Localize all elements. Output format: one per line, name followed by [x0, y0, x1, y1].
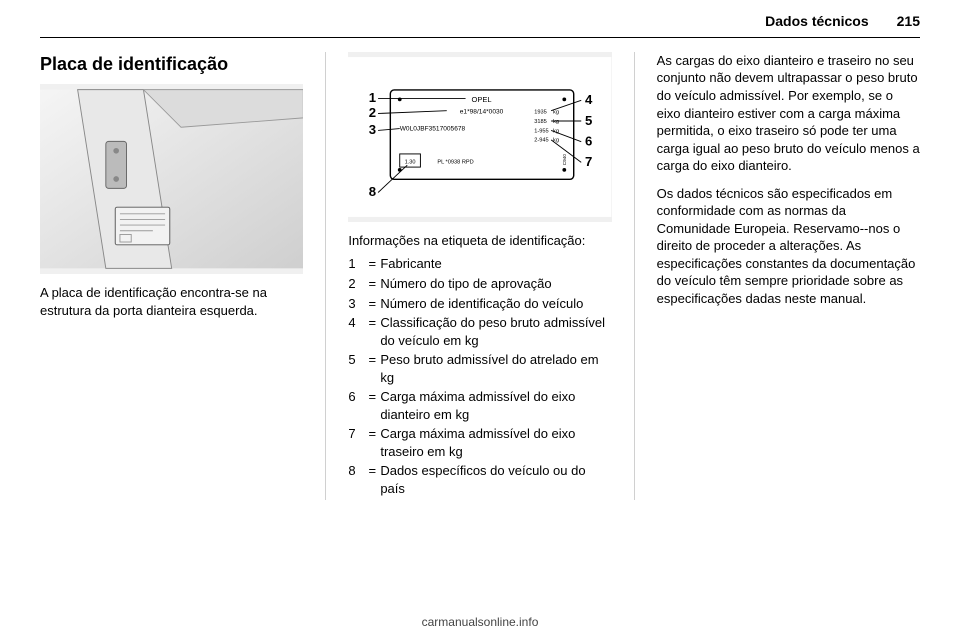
def-row: 3=Número de identificação do veículo — [348, 295, 611, 313]
equals-sign: = — [364, 425, 380, 443]
page-root: Dados técnicos 215 Placa de identificaçã… — [0, 0, 960, 642]
def-num: 1 — [348, 255, 364, 273]
def-text: Peso bruto admissível do atrelado em kg — [380, 351, 611, 386]
plate-kg4: kg — [553, 138, 559, 144]
def-num: 8 — [348, 462, 364, 480]
equals-sign: = — [364, 314, 380, 332]
plate-w4: 2-945 — [535, 138, 549, 144]
header-divider — [40, 37, 920, 38]
def-num: 4 — [348, 314, 364, 332]
def-num: 6 — [348, 388, 364, 406]
footer-watermark: carmanualsonline.info — [0, 614, 960, 630]
column-2: OPEL e1*98/14*0030 W0L0JBF3517005678 193… — [348, 52, 611, 500]
def-row: 1=Fabricante — [348, 255, 611, 273]
def-text: Dados específicos do veículo ou do país — [380, 462, 611, 497]
def-num: 2 — [348, 275, 364, 293]
def-row: 5=Peso bruto admissível do atrelado em k… — [348, 351, 611, 386]
identification-plate-diagram: OPEL e1*98/14*0030 W0L0JBF3517005678 193… — [348, 52, 611, 222]
plate-pl: PL *0938 RPD — [438, 159, 474, 165]
callout-6: 6 — [585, 133, 592, 148]
callout-7: 7 — [585, 154, 592, 169]
door-pillar-caption: A placa de identificação encontra-se na … — [40, 284, 303, 319]
equals-sign: = — [364, 255, 380, 273]
section-heading: Placa de identificação — [40, 52, 303, 76]
column-divider-1 — [325, 52, 326, 500]
def-row: 7=Carga máxima admissível do eixo trasei… — [348, 425, 611, 460]
column-1: Placa de identificação — [40, 52, 303, 500]
plate-w1: 1935 — [535, 109, 548, 115]
equals-sign: = — [364, 275, 380, 293]
page-header: Dados técnicos 215 — [40, 12, 920, 31]
def-text: Número do tipo de aprovação — [380, 275, 611, 293]
axle-load-paragraph: As cargas do eixo dianteiro e traseiro n… — [657, 52, 920, 175]
door-pillar-image — [40, 84, 303, 274]
callout-1: 1 — [369, 90, 376, 105]
column-3: As cargas do eixo dianteiro e traseiro n… — [657, 52, 920, 500]
def-num: 7 — [348, 425, 364, 443]
def-text: Carga máxima admissível do eixo traseiro… — [380, 425, 611, 460]
definitions-list: 1=Fabricante 2=Número do tipo de aprovaç… — [348, 255, 611, 497]
def-row: 4=Classificação do peso bruto admissível… — [348, 314, 611, 349]
plate-w3: 1-955 — [535, 128, 549, 134]
header-page-number: 215 — [897, 12, 920, 31]
plate-kg1: kg — [553, 109, 559, 115]
equals-sign: = — [364, 388, 380, 406]
plate-w2: 3185 — [535, 119, 548, 125]
def-num: 3 — [348, 295, 364, 313]
def-row: 8=Dados específicos do veículo ou do paí… — [348, 462, 611, 497]
equals-sign: = — [364, 351, 380, 369]
column-divider-2 — [634, 52, 635, 500]
plate-kg2: kg — [553, 119, 559, 125]
definitions-intro: Informações na etiqueta de identificação… — [348, 232, 611, 250]
callout-3: 3 — [369, 122, 376, 137]
callout-5: 5 — [585, 113, 592, 128]
def-row: 6=Carga máxima admissível do eixo diante… — [348, 388, 611, 423]
plate-vin: W0L0JBF3517005678 — [400, 125, 466, 132]
def-row: 2=Número do tipo de aprovação — [348, 275, 611, 293]
plate-stamp: 1.30 — [405, 159, 416, 165]
def-num: 5 — [348, 351, 364, 369]
callout-2: 2 — [369, 105, 376, 120]
columns: Placa de identificação — [40, 52, 920, 500]
def-text: Fabricante — [380, 255, 611, 273]
technical-data-paragraph: Os dados técnicos são especificados em c… — [657, 185, 920, 308]
plate-side: C940 — [563, 154, 568, 166]
def-text: Número de identificação do veículo — [380, 295, 611, 313]
header-title: Dados técnicos — [765, 12, 868, 31]
callout-8: 8 — [369, 184, 376, 199]
plate-approval: e1*98/14*0030 — [460, 108, 504, 115]
equals-sign: = — [364, 462, 380, 480]
callout-4: 4 — [585, 92, 593, 107]
plate-brand: OPEL — [472, 95, 492, 104]
equals-sign: = — [364, 295, 380, 313]
def-text: Classificação do peso bruto admissível d… — [380, 314, 611, 349]
def-text: Carga máxima admissível do eixo dianteir… — [380, 388, 611, 423]
